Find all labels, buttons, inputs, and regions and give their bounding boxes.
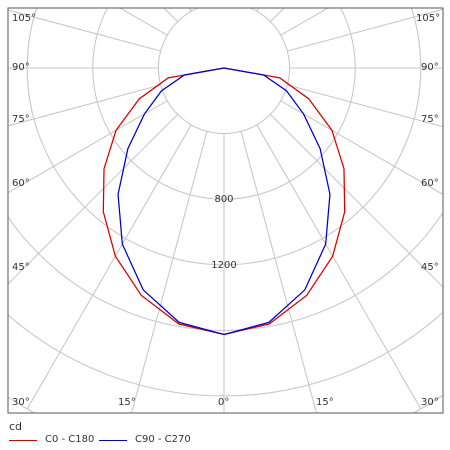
angular-grid-line-minus-105 bbox=[8, 9, 161, 52]
angle-label-bottom-right: 30° bbox=[421, 397, 439, 408]
angular-grid-line-75 bbox=[287, 84, 443, 128]
angle-label-left-top: 105° bbox=[12, 13, 36, 24]
legend-label-c90-c270: C90 - C270 bbox=[135, 434, 191, 445]
radial-label-1200: 1200 bbox=[211, 260, 236, 271]
angular-grid-line-105 bbox=[287, 8, 443, 52]
angle-label-right-3: 60° bbox=[421, 178, 439, 189]
angular-grid-line-150 bbox=[256, 8, 260, 12]
angle-label-bottom-center: 0° bbox=[218, 397, 229, 408]
angular-grid-line-minus-150 bbox=[188, 8, 192, 12]
angular-grid-line-minus-30 bbox=[26, 124, 192, 410]
angular-grid-line-45 bbox=[269, 113, 443, 288]
legend-item-c90-c270: C90 - C270 bbox=[99, 434, 191, 446]
angle-label-right-2: 75° bbox=[421, 114, 439, 125]
angle-label-right-4: 45° bbox=[421, 262, 439, 273]
chart-frame bbox=[7, 7, 444, 414]
radial-grid-ring-4 bbox=[8, 211, 443, 331]
angle-label-left-2: 75° bbox=[12, 114, 30, 125]
angle-label-bottom-left-mid: 15° bbox=[118, 397, 136, 408]
angle-label-bottom-right-mid: 15° bbox=[316, 397, 334, 408]
angle-label-left-1: 90° bbox=[12, 62, 30, 73]
angular-grid-line-minus-165 bbox=[122, 0, 207, 5]
angular-grid-line-minus-15 bbox=[130, 131, 208, 413]
angular-grid-line-15 bbox=[240, 131, 318, 413]
angle-label-right-top: 105° bbox=[416, 13, 440, 24]
angular-grid-line-165 bbox=[241, 0, 326, 5]
unit-label: cd bbox=[9, 420, 23, 433]
angular-grid-line-30 bbox=[256, 124, 422, 410]
chart-legend: cd C0 - C180 C90 - C270 bbox=[9, 421, 449, 447]
angle-label-left-3: 60° bbox=[12, 178, 30, 189]
legend-item-c0-c180: C0 - C180 bbox=[9, 434, 94, 446]
angular-grid-line-minus-45 bbox=[8, 113, 179, 285]
angle-label-right-1: 90° bbox=[421, 62, 439, 73]
angle-label-bottom-left: 30° bbox=[12, 397, 30, 408]
angular-grid-line-60 bbox=[280, 100, 443, 196]
angle-label-left-4: 45° bbox=[12, 262, 30, 273]
series-c90-c270-line bbox=[117, 67, 331, 336]
radial-label-800: 800 bbox=[214, 194, 233, 205]
legend-swatch-c90-c270 bbox=[99, 439, 127, 441]
legend-swatch-c0-c180 bbox=[9, 439, 37, 441]
legend-label-c0-c180: C0 - C180 bbox=[45, 434, 95, 445]
angular-grid-line-minus-60 bbox=[8, 100, 168, 194]
angular-grid-line-minus-75 bbox=[8, 84, 161, 127]
